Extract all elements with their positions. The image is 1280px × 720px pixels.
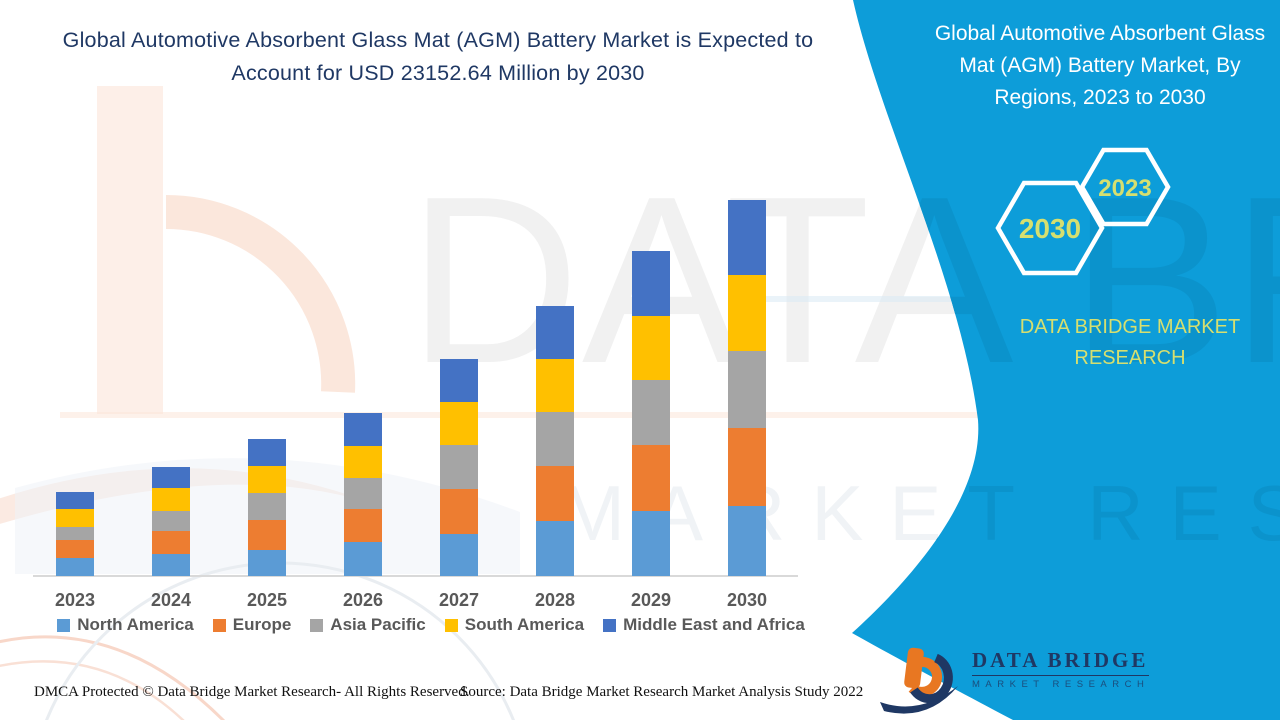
legend-label: Middle East and Africa bbox=[623, 615, 805, 634]
legend-label: Europe bbox=[232, 615, 292, 634]
segment-2026-middle-east-and-africa bbox=[344, 412, 382, 446]
legend-item-europe: Europe bbox=[212, 615, 292, 635]
segment-2025-north-america bbox=[248, 549, 286, 576]
segment-2026-north-america bbox=[344, 542, 382, 576]
segment-2028-south-america bbox=[536, 359, 574, 413]
segment-2029-europe bbox=[632, 444, 670, 512]
legend-item-south-america: South America bbox=[444, 615, 585, 635]
logo-subtitle: MARKET RESEARCH bbox=[972, 679, 1150, 690]
bar-2026 bbox=[344, 412, 382, 576]
brand-text: DATA BRIDGE MARKET RESEARCH bbox=[1019, 316, 1241, 369]
hexagon-2030-label: 2030 bbox=[1019, 213, 1081, 244]
x-axis-label-2027: 2027 bbox=[438, 590, 480, 610]
legend-item-middle-east-and-africa: Middle East and Africa bbox=[603, 615, 805, 635]
segment-2028-middle-east-and-africa bbox=[536, 305, 574, 360]
segment-2030-south-america bbox=[728, 274, 766, 352]
x-axis-label-2025: 2025 bbox=[246, 590, 288, 610]
segment-2027-asia-pacific bbox=[440, 445, 478, 489]
legend: North America Europe Asia Pacific South Ame… bbox=[16, 615, 846, 635]
segment-2027-europe bbox=[440, 488, 478, 534]
segment-2024-europe bbox=[152, 530, 190, 554]
segment-2030-europe bbox=[728, 428, 766, 507]
segment-2029-south-america bbox=[632, 316, 670, 380]
hexagon-2023 bbox=[1079, 147, 1171, 227]
segment-2023-south-america bbox=[56, 509, 94, 527]
segment-2027-middle-east-and-africa bbox=[440, 359, 478, 402]
segment-2029-middle-east-and-africa bbox=[632, 250, 670, 317]
bar-2030 bbox=[728, 200, 766, 576]
blue-panel-shape bbox=[852, 0, 1280, 720]
segment-2023-asia-pacific bbox=[56, 526, 94, 541]
segment-2027-south-america bbox=[440, 401, 478, 445]
legend-label: North America bbox=[77, 615, 194, 634]
legend-swatch bbox=[310, 618, 324, 632]
x-axis-label-2023: 2023 bbox=[54, 590, 96, 610]
databridge-logo-icon bbox=[880, 647, 958, 714]
segment-2024-north-america bbox=[152, 553, 190, 576]
legend-item-north-america: North America bbox=[57, 615, 194, 635]
hexagon-2030 bbox=[995, 180, 1105, 276]
bar-2029 bbox=[632, 250, 670, 576]
bar-2023 bbox=[56, 492, 94, 576]
legend-swatch bbox=[603, 618, 617, 632]
legend-swatch bbox=[212, 618, 226, 632]
bar-2024 bbox=[152, 467, 190, 576]
svg-text:MARKET RESEARCH: MARKET RESEARCH bbox=[560, 469, 1280, 557]
legend-label: South America bbox=[464, 615, 585, 634]
segment-2025-asia-pacific bbox=[248, 493, 286, 520]
x-axis-label-2024: 2024 bbox=[150, 590, 192, 610]
segment-2025-south-america bbox=[248, 466, 286, 494]
legend-item-asia-pacific: Asia Pacific bbox=[310, 615, 426, 635]
x-axis-label-2029: 2029 bbox=[630, 590, 672, 610]
segment-2024-middle-east-and-africa bbox=[152, 467, 190, 488]
segment-2026-asia-pacific bbox=[344, 477, 382, 509]
segment-2030-asia-pacific bbox=[728, 351, 766, 429]
legend-label: Asia Pacific bbox=[330, 615, 426, 634]
footer-source: Source: Data Bridge Market Research Mark… bbox=[460, 684, 864, 700]
segment-2028-north-america bbox=[536, 520, 574, 576]
segment-2029-north-america bbox=[632, 511, 670, 576]
segment-2028-asia-pacific bbox=[536, 412, 574, 467]
hexagon-badges bbox=[995, 147, 1171, 276]
databridge-logo: DATA BRIDGE MARKET RESEARCH bbox=[972, 648, 1150, 690]
segment-2029-asia-pacific bbox=[632, 379, 670, 445]
segment-2027-north-america bbox=[440, 533, 478, 576]
segment-2026-europe bbox=[344, 508, 382, 543]
legend-swatch bbox=[444, 618, 458, 632]
segment-2026-south-america bbox=[344, 445, 382, 478]
hexagon-2023-label: 2023 bbox=[1098, 175, 1151, 202]
segment-2023-middle-east-and-africa bbox=[56, 492, 94, 510]
bar-2027 bbox=[440, 359, 478, 576]
segment-2023-europe bbox=[56, 540, 94, 558]
segment-2025-europe bbox=[248, 519, 286, 550]
bar-2028 bbox=[536, 305, 574, 576]
segment-2024-asia-pacific bbox=[152, 511, 190, 531]
segment-2023-north-america bbox=[56, 558, 94, 576]
x-axis-label-2026: 2026 bbox=[342, 590, 384, 610]
x-axis-label-2028: 2028 bbox=[534, 590, 576, 610]
bar-2025 bbox=[248, 439, 286, 576]
segment-2030-middle-east-and-africa bbox=[728, 200, 766, 275]
segment-2025-middle-east-and-africa bbox=[248, 439, 286, 467]
footer-dmca: DMCA Protected © Data Bridge Market Rese… bbox=[34, 684, 470, 700]
legend-swatch bbox=[57, 618, 71, 632]
banner-title: Global Automotive Absorbent Glass Mat (A… bbox=[934, 22, 1266, 109]
logo-title: DATA BRIDGE bbox=[972, 648, 1150, 676]
x-axis-label-2030: 2030 bbox=[726, 590, 768, 610]
segment-2028-europe bbox=[536, 466, 574, 521]
page-title: Global Automotive Absorbent Glass Mat (A… bbox=[62, 28, 814, 85]
segment-2024-south-america bbox=[152, 487, 190, 512]
x-axis-line bbox=[33, 575, 798, 577]
segment-2030-north-america bbox=[728, 506, 766, 576]
